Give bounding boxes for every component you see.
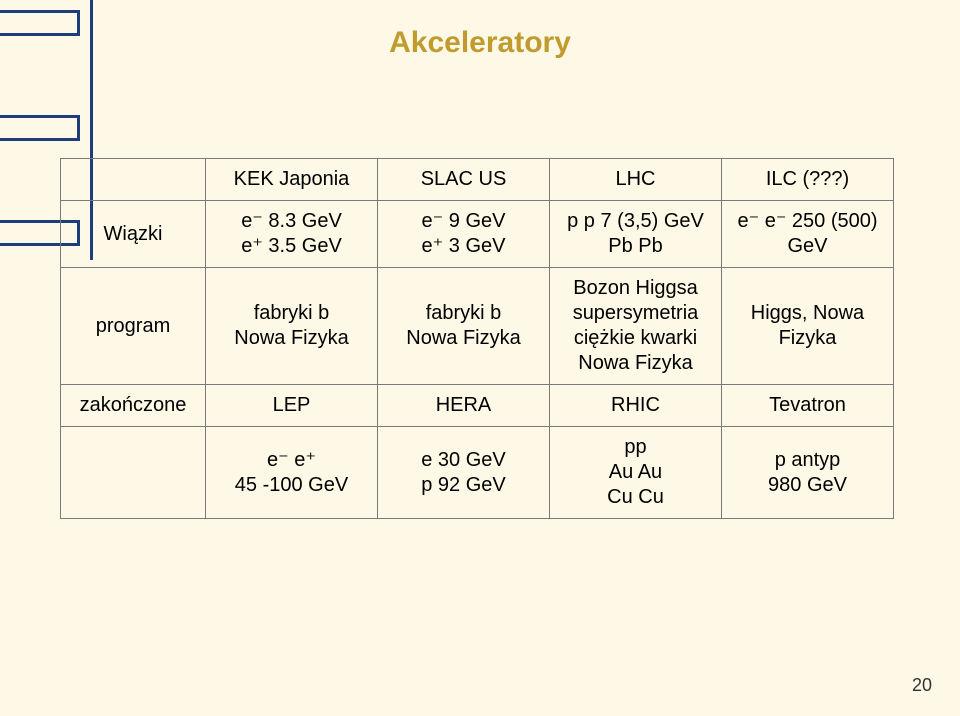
cell-wiazki-ilc: e⁻ e⁻ 250 (500) GeV xyxy=(722,201,894,268)
cell-program-lhc: Bozon Higgsa supersymetria ciężkie kwark… xyxy=(550,268,722,385)
table-row-bottom: e⁻ e⁺ 45 -100 GeV e 30 GeV p 92 GeV pp A… xyxy=(61,427,894,519)
table-header-row: KEK Japonia SLAC US LHC ILC (???) xyxy=(61,159,894,201)
cell-wiazki-kek: e⁻ 8.3 GeV e⁺ 3.5 GeV xyxy=(206,201,378,268)
row-label-wiazki: Wiązki xyxy=(61,201,206,268)
cell-bottom-lep: e⁻ e⁺ 45 -100 GeV xyxy=(206,427,378,519)
row-label-bottom xyxy=(61,427,206,519)
row-label-zakonczone: zakończone xyxy=(61,385,206,427)
cell-program-kek: fabryki b Nowa Fizyka xyxy=(206,268,378,385)
header-ilc: ILC (???) xyxy=(722,159,894,201)
cell-program-slac: fabryki b Nowa Fizyka xyxy=(378,268,550,385)
cell-zakonczone-rhic: RHIC xyxy=(550,385,722,427)
row-label-program: program xyxy=(61,268,206,385)
header-lhc: LHC xyxy=(550,159,722,201)
accelerators-table: KEK Japonia SLAC US LHC ILC (???) Wiązki… xyxy=(60,158,894,519)
cell-zakonczone-tevatron: Tevatron xyxy=(722,385,894,427)
table-row-wiazki: Wiązki e⁻ 8.3 GeV e⁺ 3.5 GeV e⁻ 9 GeV e⁺… xyxy=(61,201,894,268)
page-number: 20 xyxy=(912,675,932,696)
table-row-zakonczone: zakończone LEP HERA RHIC Tevatron xyxy=(61,385,894,427)
cell-program-ilc: Higgs, Nowa Fizyka xyxy=(722,268,894,385)
cell-zakonczone-lep: LEP xyxy=(206,385,378,427)
cell-bottom-hera: e 30 GeV p 92 GeV xyxy=(378,427,550,519)
cell-wiazki-slac: e⁻ 9 GeV e⁺ 3 GeV xyxy=(378,201,550,268)
page-title: Akceleratory xyxy=(0,26,960,60)
table-row-program: program fabryki b Nowa Fizyka fabryki b … xyxy=(61,268,894,385)
cell-zakonczone-hera: HERA xyxy=(378,385,550,427)
header-slac: SLAC US xyxy=(378,159,550,201)
header-kek: KEK Japonia xyxy=(206,159,378,201)
cell-bottom-tevatron: p antyp 980 GeV xyxy=(722,427,894,519)
cell-bottom-rhic: pp Au Au Cu Cu xyxy=(550,427,722,519)
header-blank xyxy=(61,159,206,201)
cell-wiazki-lhc: p p 7 (3,5) GeV Pb Pb xyxy=(550,201,722,268)
